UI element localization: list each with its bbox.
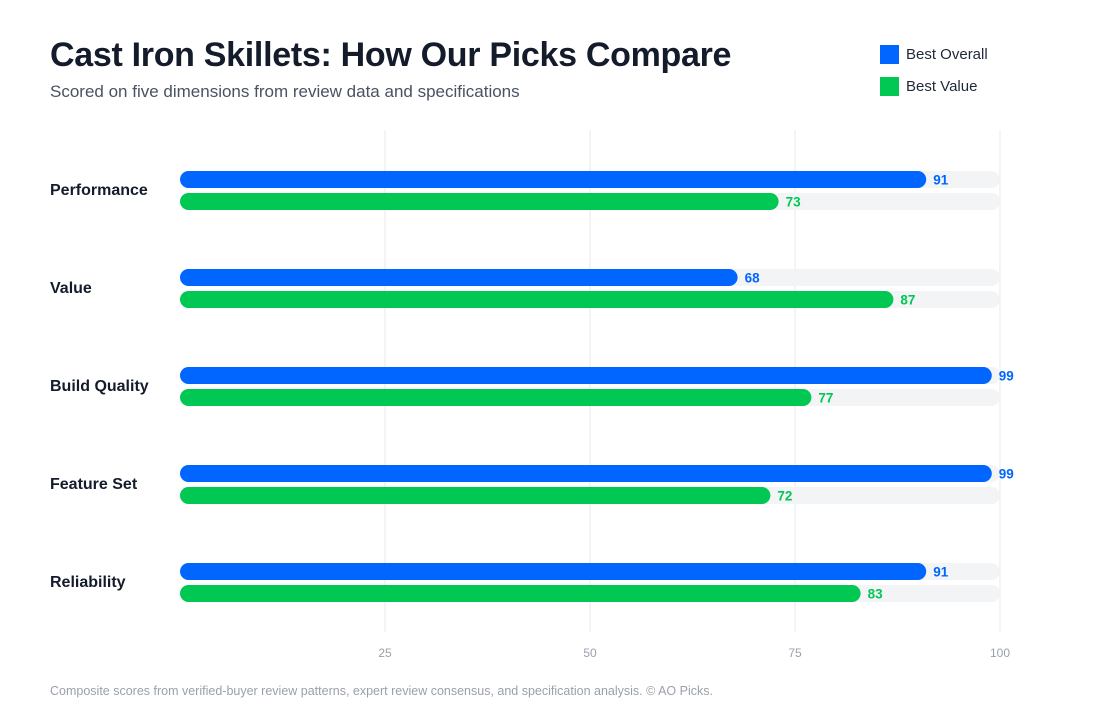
value-label-performance-best-overall: 91	[933, 173, 949, 188]
chart-subtitle: Scored on five dimensions from review da…	[50, 82, 520, 101]
bar-reliability-best-value	[180, 585, 861, 602]
category-label-performance: Performance	[50, 182, 148, 199]
value-label-value-best-overall: 68	[745, 271, 761, 286]
value-label-reliability-best-overall: 91	[933, 565, 949, 580]
chart-title: Cast Iron Skillets: How Our Picks Compar…	[50, 36, 732, 74]
value-label-reliability-best-value: 83	[868, 587, 884, 602]
category-label-reliability: Reliability	[50, 574, 126, 591]
legend-swatch-best-overall	[880, 44, 899, 64]
x-tick-label-25: 25	[378, 646, 392, 660]
x-tick-label-75: 75	[788, 646, 802, 660]
value-label-feature-set-best-overall: 99	[999, 467, 1014, 482]
bar-value-best-overall	[180, 269, 738, 286]
bar-value-best-value	[180, 291, 894, 308]
category-label-feature-set: Feature Set	[50, 476, 138, 493]
legend-item-best-overall: Best Overall	[880, 44, 988, 64]
bar-performance-best-overall	[180, 171, 927, 188]
legend-label-best-value: Best Value	[906, 77, 978, 95]
value-label-build-quality-best-overall: 99	[999, 369, 1014, 384]
legend: Best Overall Best Value	[880, 44, 988, 108]
bar-feature-set-best-overall	[180, 465, 992, 482]
value-label-value-best-value: 87	[900, 293, 915, 308]
bar-reliability-best-overall	[180, 563, 927, 580]
footnote: Composite scores from verified-buyer rev…	[50, 684, 713, 698]
legend-swatch-best-value	[880, 76, 899, 96]
value-label-feature-set-best-value: 72	[777, 489, 792, 504]
category-label-build-quality: Build Quality	[50, 378, 149, 395]
bar-build-quality-best-overall	[180, 367, 992, 384]
bar-performance-best-value	[180, 193, 779, 210]
legend-item-best-value: Best Value	[880, 76, 988, 96]
value-label-build-quality-best-value: 77	[818, 391, 833, 406]
legend-label-best-overall: Best Overall	[906, 45, 988, 63]
x-tick-label-50: 50	[583, 646, 597, 660]
bar-build-quality-best-value	[180, 389, 812, 406]
bar-feature-set-best-value	[180, 487, 771, 504]
x-tick-label-100: 100	[990, 646, 1010, 660]
category-label-value: Value	[50, 280, 92, 297]
value-label-performance-best-value: 73	[786, 195, 802, 210]
